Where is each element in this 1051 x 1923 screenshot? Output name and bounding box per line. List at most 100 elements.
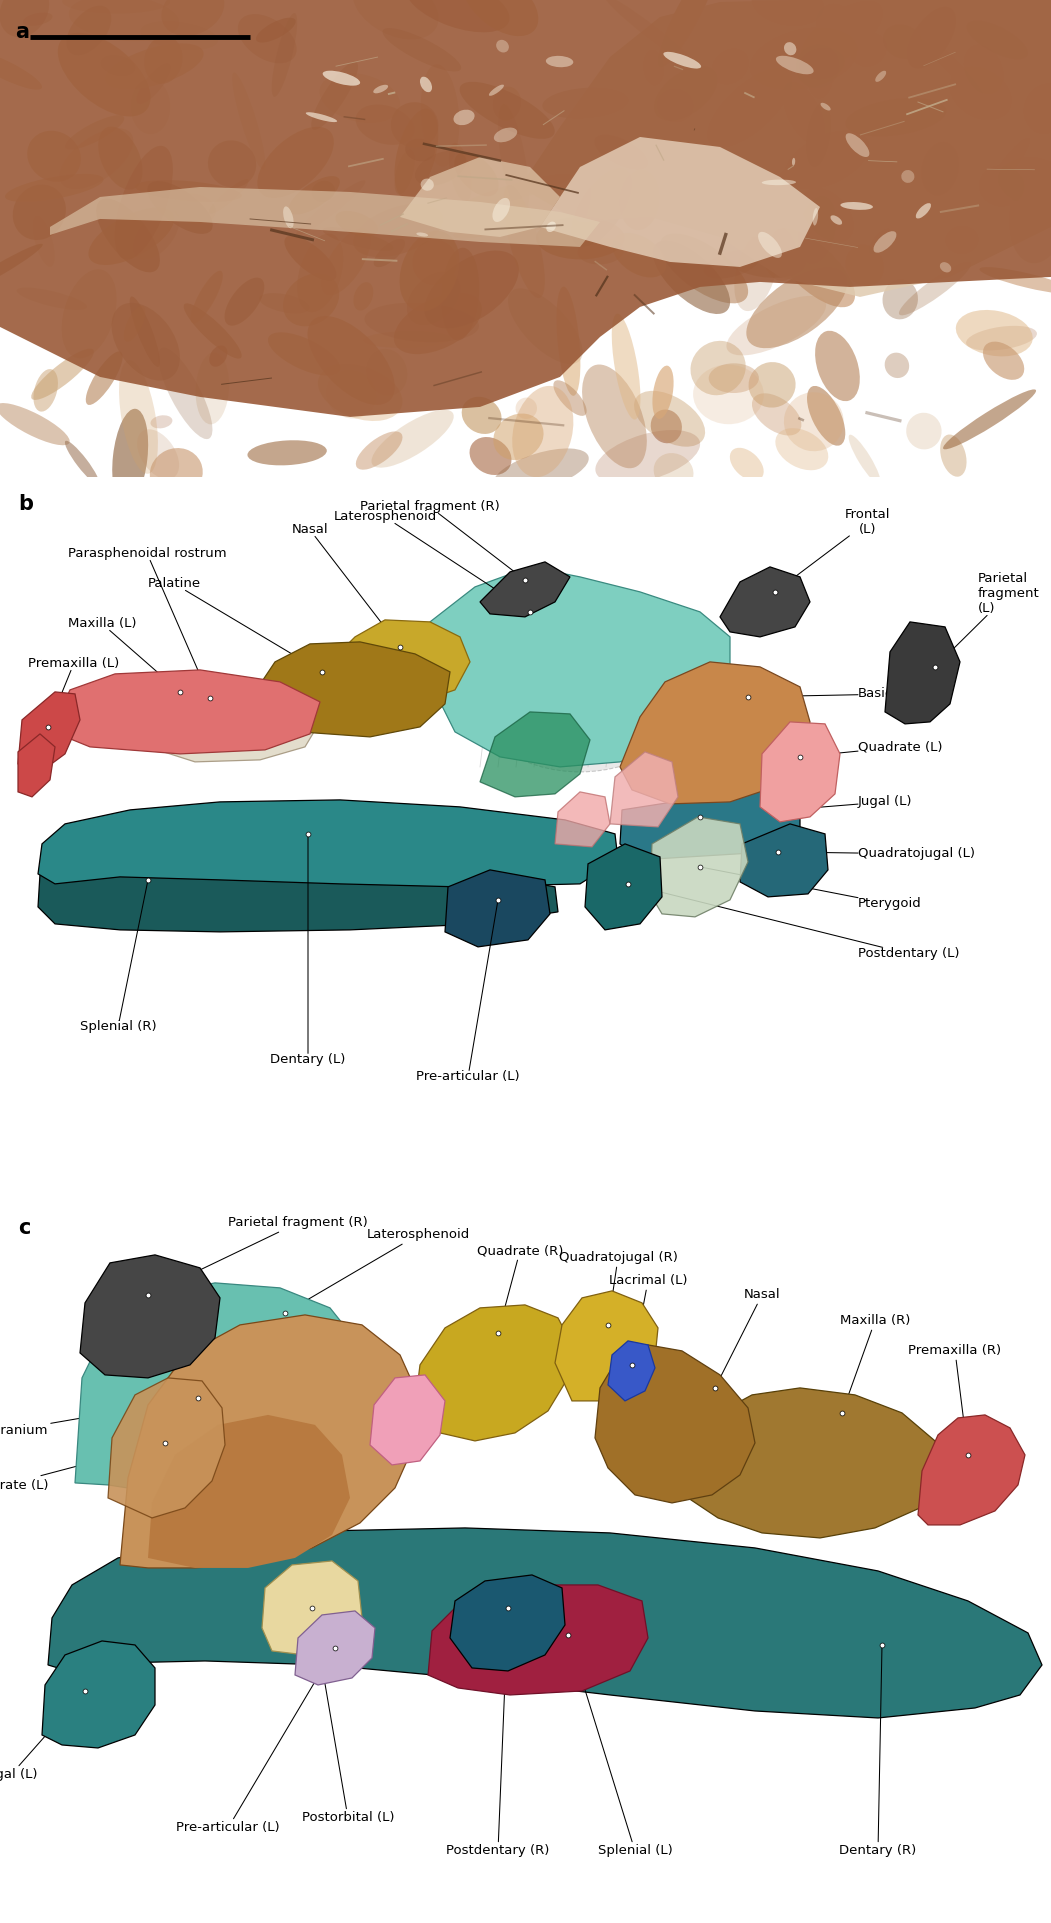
Ellipse shape [283,273,339,327]
Ellipse shape [461,396,501,435]
Polygon shape [445,869,550,946]
Text: Quadratojugal (L): Quadratojugal (L) [781,848,975,860]
Ellipse shape [578,238,624,265]
Ellipse shape [964,44,1004,94]
Polygon shape [330,619,470,702]
Ellipse shape [353,204,444,258]
Ellipse shape [34,369,58,412]
Polygon shape [918,1415,1025,1525]
Ellipse shape [792,158,796,165]
Ellipse shape [493,87,521,121]
Polygon shape [400,158,560,237]
Ellipse shape [915,204,931,219]
Text: Frontal
(L): Frontal (L) [778,508,891,590]
Ellipse shape [643,50,664,85]
Ellipse shape [111,302,180,381]
Ellipse shape [209,346,227,367]
Ellipse shape [365,302,479,342]
Ellipse shape [493,413,543,460]
Ellipse shape [902,169,914,183]
Ellipse shape [311,62,358,131]
Ellipse shape [816,4,856,48]
Text: c: c [18,1217,30,1238]
Ellipse shape [498,104,529,217]
Ellipse shape [65,440,99,485]
Ellipse shape [729,448,764,481]
Ellipse shape [62,269,117,358]
Ellipse shape [489,85,503,96]
Ellipse shape [776,429,828,471]
Ellipse shape [704,250,760,279]
Ellipse shape [494,127,517,142]
Ellipse shape [150,415,172,429]
Text: Nasal: Nasal [292,523,398,644]
Ellipse shape [119,360,158,473]
Ellipse shape [68,0,180,40]
Ellipse shape [758,233,782,258]
Ellipse shape [311,181,335,202]
Ellipse shape [394,110,438,198]
Polygon shape [255,642,450,737]
Ellipse shape [801,0,883,69]
Ellipse shape [654,65,718,121]
Ellipse shape [554,381,586,415]
Ellipse shape [394,292,482,354]
Text: Pre-articular (L): Pre-articular (L) [416,902,520,1083]
Ellipse shape [799,48,845,79]
Text: a: a [15,21,29,42]
Text: Laterosphenoid: Laterosphenoid [287,1229,470,1311]
Ellipse shape [135,181,242,202]
Ellipse shape [65,115,124,150]
Text: Dentary (R): Dentary (R) [840,1648,916,1858]
Ellipse shape [0,404,69,446]
Text: Quadrate (L): Quadrate (L) [803,740,943,756]
Polygon shape [18,735,55,796]
Ellipse shape [415,150,467,187]
Ellipse shape [371,410,454,467]
Ellipse shape [807,387,845,446]
Ellipse shape [556,287,580,396]
Text: Jugal (L): Jugal (L) [0,1692,83,1781]
Polygon shape [760,721,840,821]
Polygon shape [50,187,600,246]
Polygon shape [38,800,618,887]
Polygon shape [80,1256,220,1379]
Ellipse shape [353,283,373,310]
Ellipse shape [297,233,344,312]
Ellipse shape [708,363,759,392]
Ellipse shape [271,13,297,96]
Ellipse shape [100,56,136,77]
Ellipse shape [364,331,451,348]
Ellipse shape [749,27,858,90]
Text: Postdentary (L): Postdentary (L) [631,885,960,960]
Text: Premaxilla (L): Premaxilla (L) [28,658,119,725]
Ellipse shape [807,52,833,98]
Ellipse shape [620,169,660,231]
Ellipse shape [58,33,150,117]
Ellipse shape [470,612,691,771]
Ellipse shape [496,40,509,52]
Ellipse shape [356,431,403,469]
Ellipse shape [1024,83,1051,135]
Ellipse shape [412,240,457,285]
Ellipse shape [612,233,666,277]
Ellipse shape [998,158,1051,206]
Text: Postorbital (L): Postorbital (L) [302,1611,394,1825]
Text: Parietal
fragment
(L): Parietal fragment (L) [937,573,1039,665]
Ellipse shape [355,104,414,144]
Text: Splenial (R): Splenial (R) [80,883,157,1033]
Ellipse shape [806,102,831,167]
Ellipse shape [184,304,242,360]
Ellipse shape [394,150,415,194]
Ellipse shape [634,390,705,446]
Polygon shape [120,681,320,762]
Polygon shape [540,137,820,267]
Ellipse shape [493,198,510,221]
Polygon shape [262,1561,362,1656]
Polygon shape [450,1575,565,1671]
Ellipse shape [907,6,956,69]
Ellipse shape [906,413,942,450]
Ellipse shape [247,440,327,465]
Ellipse shape [796,44,840,88]
Ellipse shape [322,229,371,296]
